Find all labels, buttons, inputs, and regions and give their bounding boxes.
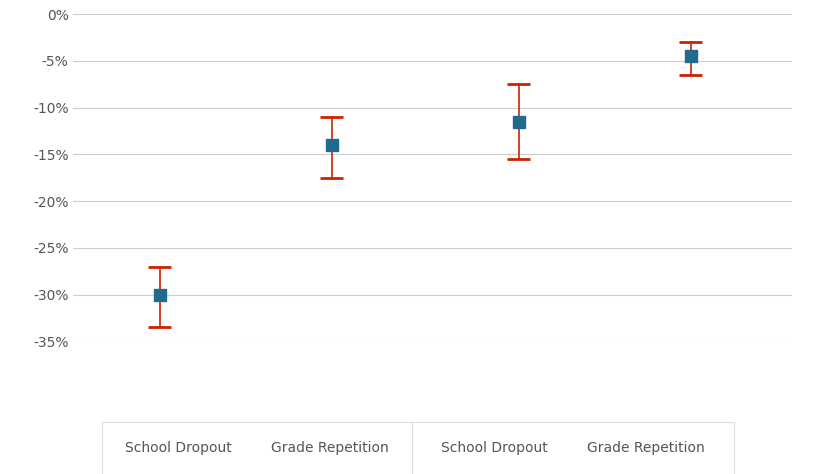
Text: Grade Repetition: Grade Repetition — [271, 441, 388, 456]
Text: School Dropout: School Dropout — [125, 441, 231, 456]
Text: Grade Repetition: Grade Repetition — [587, 441, 705, 456]
Text: School Dropout: School Dropout — [441, 441, 548, 456]
